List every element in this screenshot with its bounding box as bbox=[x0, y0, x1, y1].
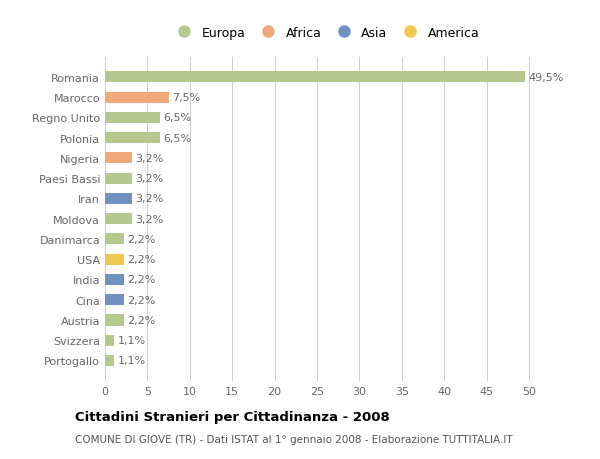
Text: 1,1%: 1,1% bbox=[118, 356, 146, 366]
Legend: Europa, Africa, Asia, America: Europa, Africa, Asia, America bbox=[167, 22, 484, 45]
Bar bbox=[105, 315, 124, 326]
Bar bbox=[105, 335, 115, 346]
Bar bbox=[105, 173, 132, 185]
Bar bbox=[105, 92, 169, 103]
Bar bbox=[105, 112, 160, 123]
Text: 6,5%: 6,5% bbox=[164, 133, 191, 143]
Text: 1,1%: 1,1% bbox=[118, 336, 146, 346]
Text: 6,5%: 6,5% bbox=[164, 113, 191, 123]
Text: 49,5%: 49,5% bbox=[528, 73, 563, 83]
Text: 3,2%: 3,2% bbox=[136, 174, 164, 184]
Bar bbox=[105, 254, 124, 265]
Text: COMUNE DI GIOVE (TR) - Dati ISTAT al 1° gennaio 2008 - Elaborazione TUTTITALIA.I: COMUNE DI GIOVE (TR) - Dati ISTAT al 1° … bbox=[75, 434, 512, 443]
Text: 3,2%: 3,2% bbox=[136, 194, 164, 204]
Bar bbox=[105, 153, 132, 164]
Text: 7,5%: 7,5% bbox=[172, 93, 200, 103]
Bar bbox=[105, 274, 124, 285]
Text: 2,2%: 2,2% bbox=[127, 255, 155, 264]
Text: 2,2%: 2,2% bbox=[127, 235, 155, 244]
Text: 3,2%: 3,2% bbox=[136, 214, 164, 224]
Text: 3,2%: 3,2% bbox=[136, 153, 164, 163]
Bar bbox=[105, 133, 160, 144]
Text: Cittadini Stranieri per Cittadinanza - 2008: Cittadini Stranieri per Cittadinanza - 2… bbox=[75, 410, 390, 423]
Bar bbox=[105, 193, 132, 205]
Text: 2,2%: 2,2% bbox=[127, 295, 155, 305]
Bar bbox=[105, 355, 115, 366]
Bar bbox=[105, 213, 132, 225]
Bar bbox=[105, 72, 525, 83]
Text: 2,2%: 2,2% bbox=[127, 315, 155, 325]
Text: 2,2%: 2,2% bbox=[127, 275, 155, 285]
Bar bbox=[105, 295, 124, 306]
Bar bbox=[105, 234, 124, 245]
